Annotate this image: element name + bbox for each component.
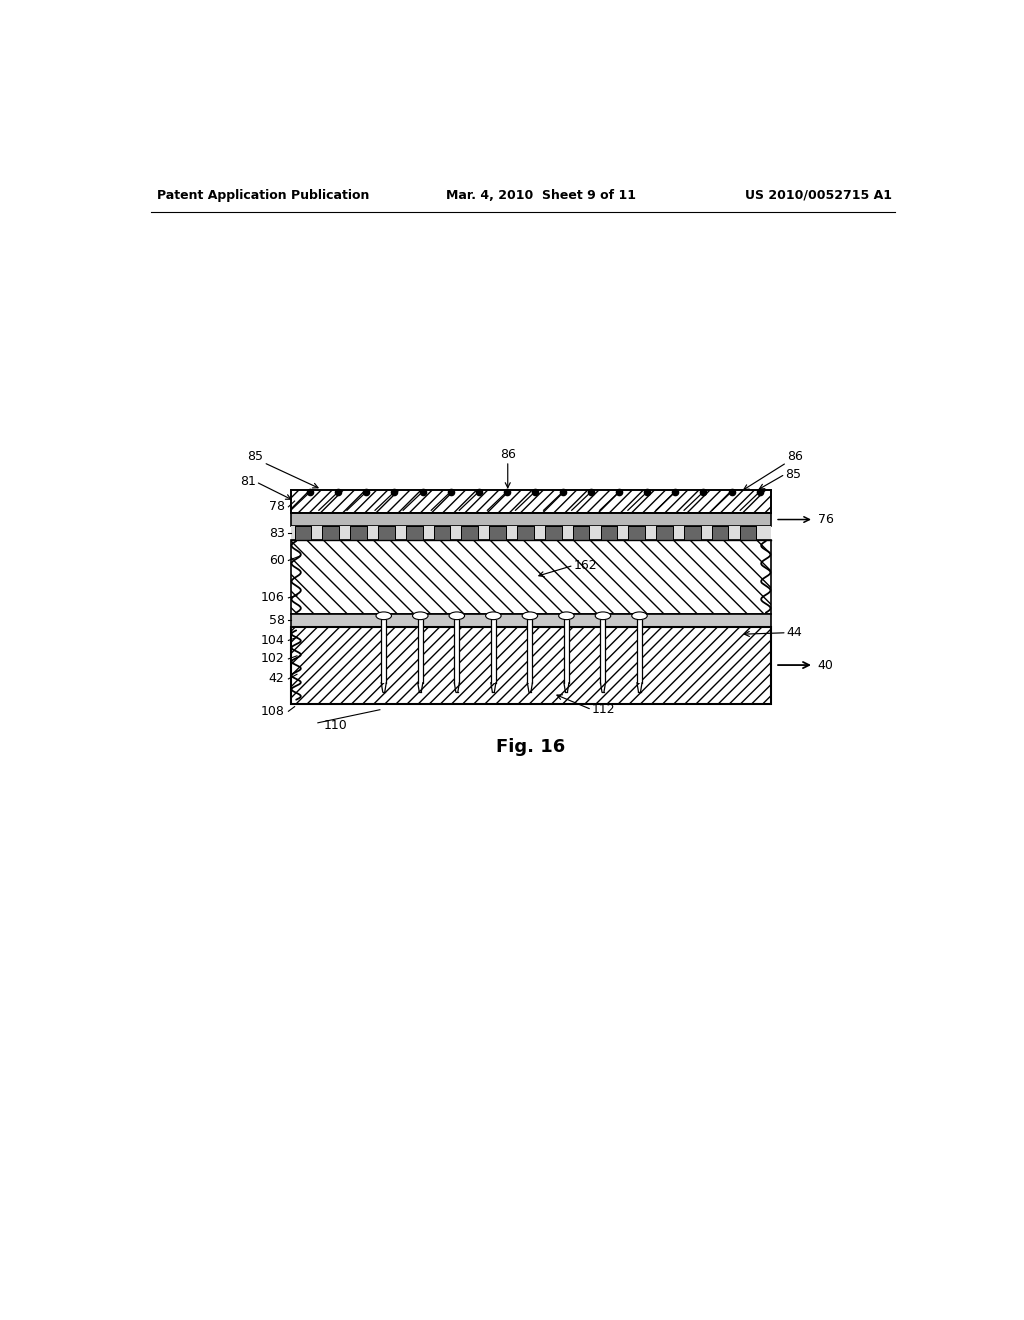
- Bar: [637, 619, 642, 682]
- Text: 112: 112: [592, 704, 615, 717]
- Text: 85: 85: [248, 450, 263, 462]
- Ellipse shape: [559, 612, 574, 619]
- Bar: [517, 527, 534, 540]
- Bar: [684, 527, 700, 540]
- Bar: [291, 627, 771, 704]
- Bar: [656, 527, 673, 540]
- Bar: [378, 527, 394, 540]
- Text: 86: 86: [500, 447, 516, 461]
- Bar: [350, 527, 367, 540]
- Bar: [600, 619, 605, 682]
- Bar: [517, 527, 534, 540]
- Bar: [739, 527, 757, 540]
- Ellipse shape: [632, 612, 647, 619]
- Bar: [295, 527, 311, 540]
- Bar: [378, 527, 394, 540]
- Ellipse shape: [595, 612, 610, 619]
- Bar: [572, 527, 590, 540]
- Bar: [656, 527, 673, 540]
- Text: 86: 86: [786, 450, 803, 462]
- Bar: [406, 527, 423, 540]
- Bar: [564, 619, 569, 682]
- Bar: [629, 527, 645, 540]
- Bar: [600, 527, 617, 540]
- Bar: [490, 619, 496, 682]
- Text: Fig. 16: Fig. 16: [497, 738, 565, 756]
- Bar: [418, 619, 423, 682]
- Text: Patent Application Publication: Patent Application Publication: [158, 189, 370, 202]
- Bar: [295, 527, 311, 540]
- Bar: [712, 527, 728, 540]
- Text: 83: 83: [268, 527, 285, 540]
- Text: 110: 110: [324, 718, 347, 731]
- Text: 81: 81: [240, 475, 256, 488]
- Bar: [455, 619, 460, 682]
- Text: 102: 102: [261, 652, 285, 665]
- Text: 106: 106: [261, 591, 285, 605]
- Bar: [527, 619, 532, 682]
- Text: 76: 76: [818, 513, 834, 527]
- Bar: [462, 527, 478, 540]
- Bar: [291, 614, 771, 627]
- Bar: [489, 527, 506, 540]
- Text: 60: 60: [268, 554, 285, 568]
- Bar: [545, 527, 561, 540]
- Text: 58: 58: [268, 614, 285, 627]
- Bar: [600, 527, 617, 540]
- Bar: [350, 527, 367, 540]
- Text: US 2010/0052715 A1: US 2010/0052715 A1: [745, 189, 892, 202]
- Bar: [381, 619, 386, 682]
- Bar: [489, 527, 506, 540]
- Bar: [572, 527, 590, 540]
- Bar: [545, 527, 561, 540]
- Bar: [291, 512, 771, 527]
- Text: 85: 85: [785, 467, 801, 480]
- Ellipse shape: [522, 612, 538, 619]
- Text: 162: 162: [573, 558, 597, 572]
- Bar: [323, 527, 339, 540]
- Bar: [684, 527, 700, 540]
- Bar: [406, 527, 423, 540]
- Ellipse shape: [413, 612, 428, 619]
- Text: 108: 108: [261, 705, 285, 718]
- Bar: [712, 527, 728, 540]
- Text: 42: 42: [268, 672, 285, 685]
- Bar: [629, 527, 645, 540]
- Bar: [291, 527, 771, 540]
- Bar: [739, 527, 757, 540]
- Bar: [291, 490, 771, 512]
- Ellipse shape: [485, 612, 501, 619]
- Bar: [323, 527, 339, 540]
- Text: 44: 44: [786, 626, 803, 639]
- Ellipse shape: [376, 612, 391, 619]
- Text: 40: 40: [818, 659, 834, 672]
- Bar: [462, 527, 478, 540]
- Bar: [291, 540, 771, 614]
- Bar: [434, 527, 451, 540]
- Ellipse shape: [450, 612, 465, 619]
- Text: 78: 78: [268, 500, 285, 513]
- Text: 104: 104: [261, 634, 285, 647]
- Bar: [434, 527, 451, 540]
- Text: Mar. 4, 2010  Sheet 9 of 11: Mar. 4, 2010 Sheet 9 of 11: [445, 189, 636, 202]
